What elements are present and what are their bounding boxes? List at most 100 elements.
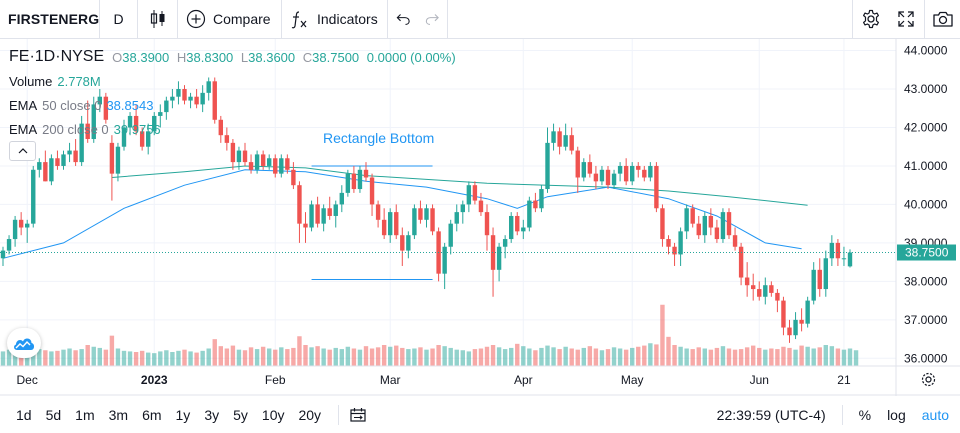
candle [200, 85, 205, 113]
candle [720, 208, 726, 243]
candle [369, 173, 375, 216]
candle-body [496, 246, 502, 270]
candle [714, 219, 720, 243]
candle [176, 81, 181, 105]
ema200-line [111, 165, 808, 206]
timeframe-3m[interactable]: 3m [108, 406, 129, 423]
volume-bar [636, 346, 641, 366]
candle-body [97, 96, 102, 105]
volume-bar [793, 349, 798, 366]
volume-bar [339, 349, 344, 366]
candles-icon [150, 10, 164, 28]
candle [321, 204, 326, 232]
candle [0, 246, 6, 266]
indicators-label: Indicators [317, 11, 378, 27]
last-price-label: 38.7500 [905, 246, 949, 260]
chart-type-button[interactable] [138, 0, 178, 38]
candle-body [490, 235, 496, 270]
candle [267, 154, 272, 170]
candle-body [55, 158, 60, 166]
candle-body [6, 239, 12, 251]
timeframe-5d[interactable]: 5d [45, 406, 62, 423]
volume-bar [115, 348, 121, 366]
percent-toggle[interactable]: % [858, 406, 872, 423]
top-toolbar: FIRSTENERGY D Compare Indicators [0, 0, 960, 39]
volume-bar [678, 346, 683, 366]
rectangle-label[interactable]: Rectangle Bottom [323, 130, 435, 146]
volume-bar [702, 348, 707, 366]
candle [230, 139, 236, 170]
price-tick-label: 40.0000 [904, 197, 948, 211]
candle-body [744, 277, 750, 286]
candle [279, 154, 284, 178]
interval-button[interactable]: D [100, 0, 138, 38]
candle-body [581, 162, 586, 178]
volume-bar [152, 353, 157, 366]
candle-body [103, 96, 109, 120]
date-range-icon[interactable] [349, 407, 367, 423]
timeframe-5y[interactable]: 5y [233, 406, 248, 423]
candle-body [738, 246, 744, 278]
candle [466, 181, 472, 213]
redo-icon[interactable] [425, 12, 440, 26]
price-tick-label: 44.0000 [904, 44, 948, 58]
timeframe-1d[interactable]: 1d [16, 406, 32, 423]
candle-body [345, 173, 351, 193]
volume-bar [557, 349, 562, 366]
ema50-legend-row[interactable]: EMA 50 close 0 38.8543 [9, 93, 460, 117]
volume-bar [551, 347, 556, 366]
auto-toggle[interactable]: auto [921, 406, 949, 423]
candle [339, 185, 344, 213]
candle-body [642, 169, 647, 178]
axis-settings-icon[interactable] [921, 372, 936, 387]
candle-body [563, 135, 568, 147]
candle-body [49, 158, 54, 182]
time-tick-label: Dec [17, 373, 38, 387]
candle [327, 196, 332, 220]
candle-body [351, 173, 357, 190]
candle [569, 127, 574, 155]
candle-body [357, 169, 363, 190]
candle-body [291, 169, 296, 186]
candle [49, 154, 54, 186]
volume-bar [581, 347, 586, 366]
volume-legend-row[interactable]: Volume 2.778M [9, 69, 460, 93]
log-toggle[interactable]: log [887, 406, 906, 423]
ohlc-values: O38.3900 H38.8300 L38.3600 C38.7500 0.00… [112, 49, 456, 65]
candle [617, 162, 623, 182]
ema200-path [111, 165, 808, 206]
candle [406, 231, 411, 259]
clock-time[interactable]: 22:39:59 (UTC-4) [717, 404, 843, 425]
undo-icon[interactable] [396, 12, 411, 26]
timeframe-1y[interactable]: 1y [175, 406, 191, 423]
candle [303, 212, 308, 243]
tradingview-logo[interactable] [7, 328, 41, 358]
timeframe-3y[interactable]: 3y [204, 406, 220, 423]
volume-bar [835, 348, 841, 366]
price-chart[interactable]: 44.000043.000042.000041.000040.000039.00… [0, 39, 960, 396]
candle-body [109, 142, 115, 174]
settings-button[interactable] [852, 0, 888, 38]
symbol-search-button[interactable]: FIRSTENERGY [0, 0, 100, 38]
candle-body [509, 215, 514, 240]
timeframe-10y[interactable]: 10y [261, 406, 285, 423]
candle [152, 112, 157, 136]
volume-bar [575, 349, 580, 366]
cloud-logo-icon [14, 338, 35, 350]
snapshot-button[interactable] [924, 0, 960, 38]
compare-button[interactable]: Compare [178, 0, 282, 38]
ema200-legend-row[interactable]: EMA 200 close 0 39.9756 [9, 117, 460, 141]
candle [454, 204, 459, 232]
legend-collapse-button[interactable] [9, 141, 36, 161]
indicators-button[interactable]: Indicators [282, 0, 388, 38]
timeframe-1m[interactable]: 1m [75, 406, 95, 423]
candle-body [321, 208, 326, 224]
timeframe-20y[interactable]: 20y [298, 406, 322, 423]
volume-bar [799, 345, 804, 366]
fullscreen-button[interactable] [888, 0, 924, 38]
candle [412, 204, 417, 240]
candle-body [502, 239, 508, 247]
candle-body [91, 104, 96, 140]
timeframe-6m[interactable]: 6m [142, 406, 162, 423]
candle-body [472, 185, 478, 201]
